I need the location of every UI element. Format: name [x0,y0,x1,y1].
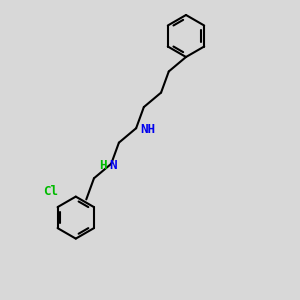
Text: H: H [99,159,107,172]
Text: N: N [110,159,117,172]
Text: Cl: Cl [43,185,58,198]
Text: NH: NH [141,123,156,136]
